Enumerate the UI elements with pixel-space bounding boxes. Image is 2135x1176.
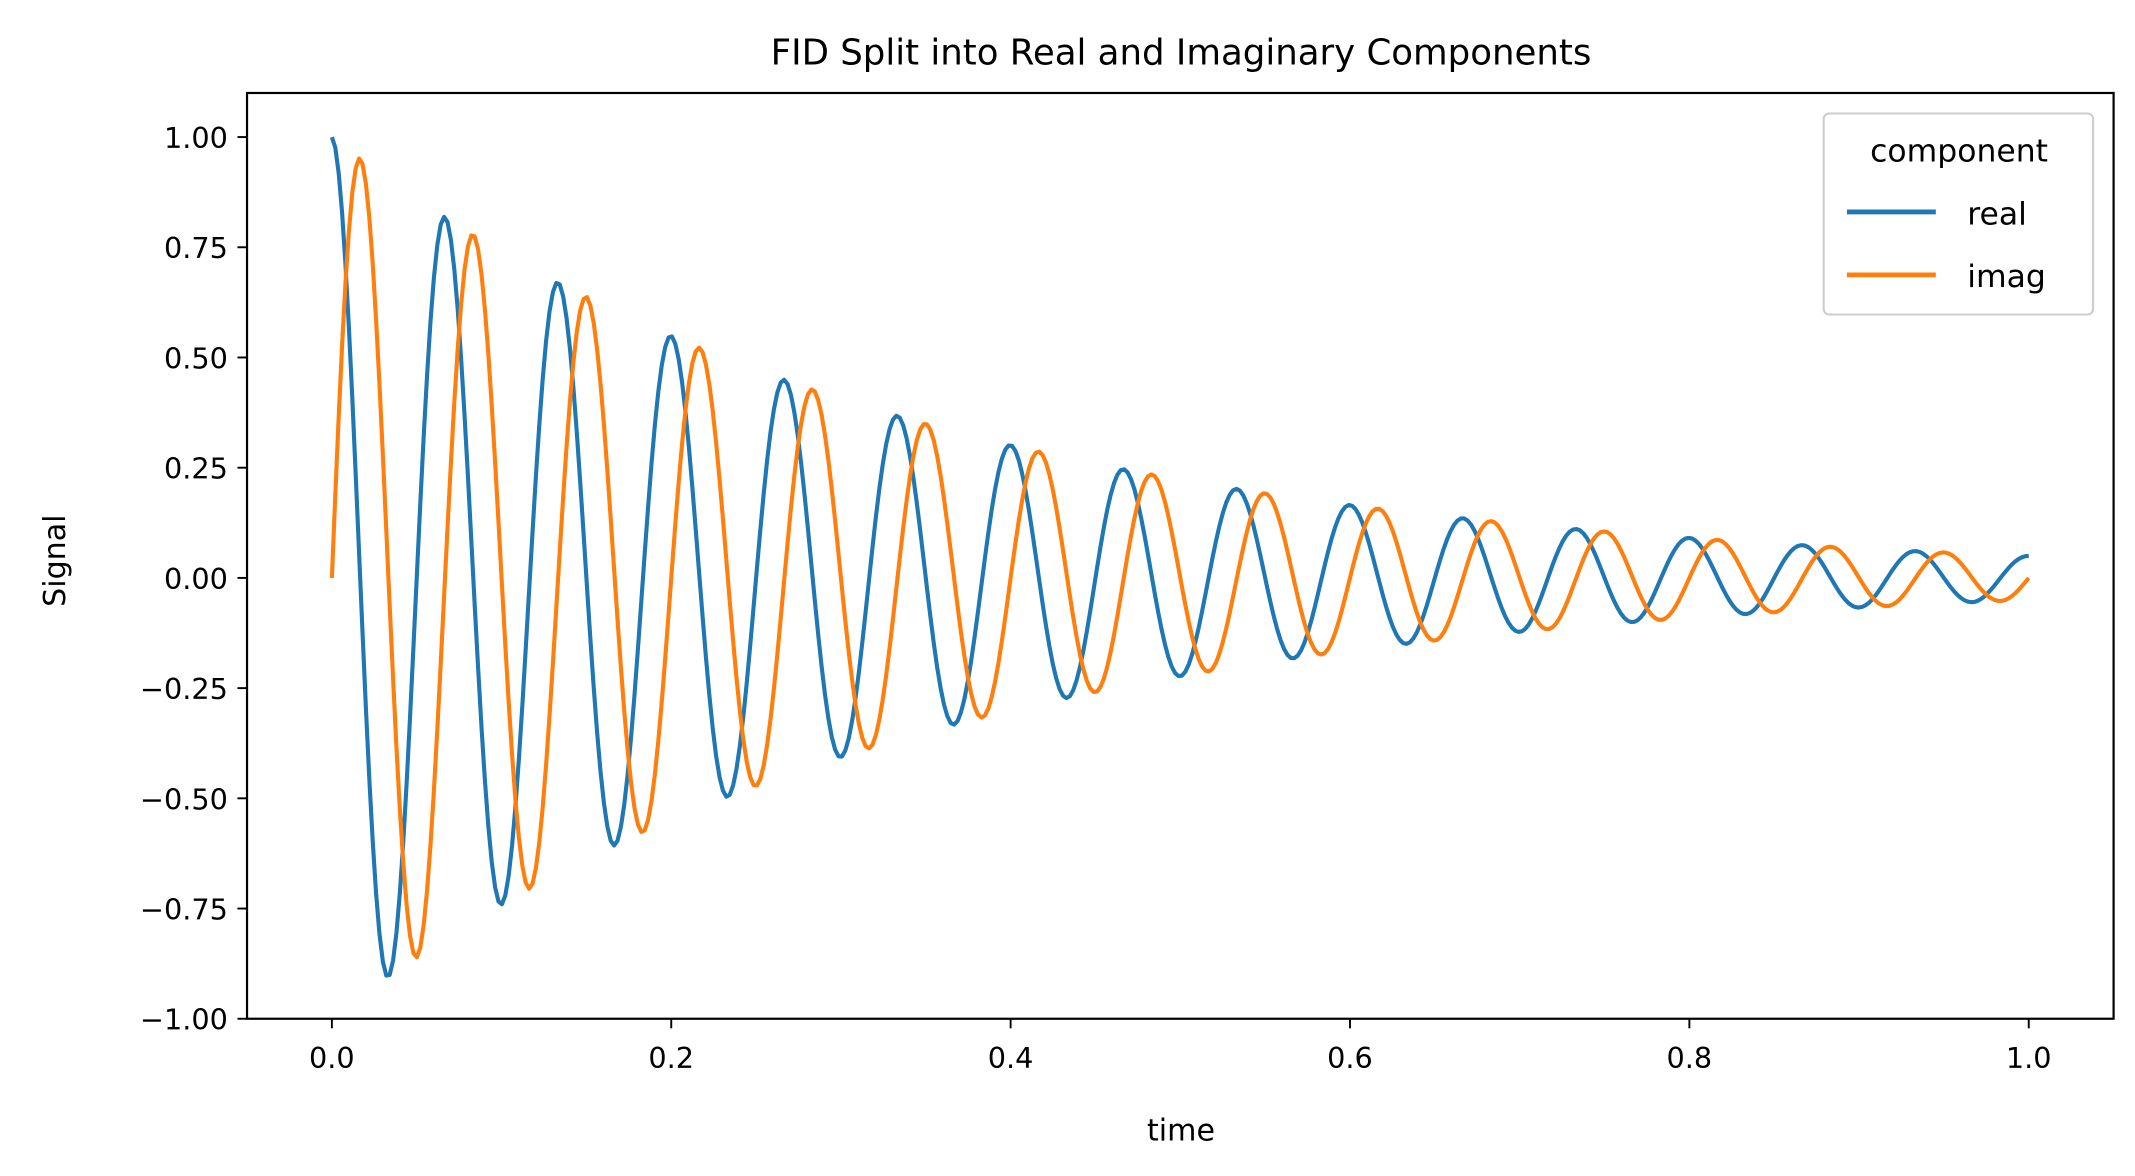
y-axis: 1.00 0.75 0.50 0.25 0.00 −0.25 −0.50 −0.75 −1.00 <box>140 121 248 1037</box>
y-tick-label: 0.50 <box>164 341 228 375</box>
series-line-real <box>329 136 2029 978</box>
y-tick-label: 0.75 <box>164 231 228 265</box>
legend-label-imag: imag <box>1967 259 2046 295</box>
legend: component real imag <box>1822 112 2095 316</box>
y-tick-label: 1.00 <box>164 121 228 155</box>
y-tick-label: 0.25 <box>164 452 228 486</box>
y-tick-label: −1.00 <box>140 1003 228 1037</box>
y-tick-label: −0.50 <box>140 782 228 816</box>
series-layer <box>329 136 2031 978</box>
legend-title: component <box>1870 133 2048 169</box>
series-line-imag <box>329 156 2031 960</box>
x-axis-label: time <box>1147 1113 1215 1148</box>
legend-box <box>1822 112 2095 316</box>
y-tick-label: −0.25 <box>140 672 228 706</box>
x-tick-label: 1.0 <box>2006 1041 2052 1075</box>
x-tick-label: 0.6 <box>1327 1041 1373 1075</box>
y-tick-label: 0.00 <box>164 562 228 596</box>
x-tick-label: 0.0 <box>309 1041 355 1075</box>
x-tick-label: 0.8 <box>1667 1041 1713 1075</box>
y-tick-label: −0.75 <box>140 892 228 926</box>
chart-title: FID Split into Real and Imaginary Compon… <box>771 32 1592 73</box>
plot-frame <box>245 91 2115 1020</box>
legend-label-real: real <box>1967 196 2027 232</box>
x-tick-label: 0.4 <box>988 1041 1034 1075</box>
x-tick-label: 0.2 <box>648 1041 694 1075</box>
y-axis-label: Signal <box>38 514 73 606</box>
x-axis: 0.0 0.2 0.4 0.6 0.8 1.0 <box>309 1018 2052 1075</box>
